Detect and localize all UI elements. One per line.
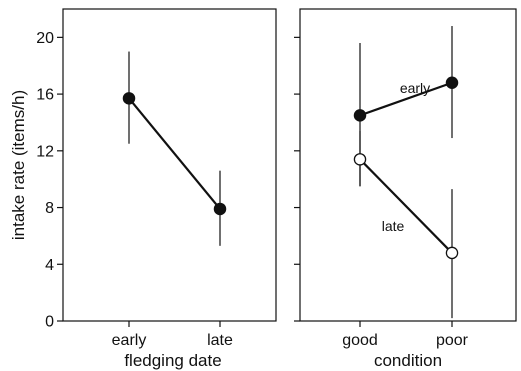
data-point-late	[353, 153, 367, 166]
y-tick-label: 12	[36, 143, 54, 160]
x-axis-label-right: condition	[374, 351, 442, 370]
series-line	[128, 97, 221, 210]
plot-frame	[62, 8, 277, 322]
x-tick-label-early: early	[112, 332, 147, 349]
data-point-early	[353, 109, 367, 122]
y-tick-label: 20	[36, 30, 54, 47]
panel-fledging-date: 0 4 8 12 16 20 early late	[36, 8, 277, 349]
y-axis-label: intake rate (items/h)	[9, 90, 28, 240]
data-point-late	[445, 246, 459, 260]
data-point	[213, 202, 227, 216]
data-point	[122, 92, 136, 105]
y-tick-label: 16	[36, 87, 54, 104]
y-tick-label: 8	[45, 200, 54, 217]
plot-frame	[299, 8, 517, 322]
x-tick-label-late: late	[207, 332, 233, 349]
series-label-late: late	[382, 218, 405, 234]
y-tick-label: 0	[45, 314, 54, 331]
x-axis-label-left: fledging date	[124, 351, 221, 370]
panel-condition: good poor early late	[294, 8, 517, 349]
series-label-early: early	[400, 80, 430, 96]
y-tick-label: 4	[45, 257, 54, 274]
data-point-early	[445, 76, 459, 89]
series-line-early	[359, 81, 453, 117]
series-line-late	[359, 158, 453, 254]
x-tick-label-good: good	[342, 332, 378, 349]
x-tick-label-poor: poor	[436, 332, 469, 349]
